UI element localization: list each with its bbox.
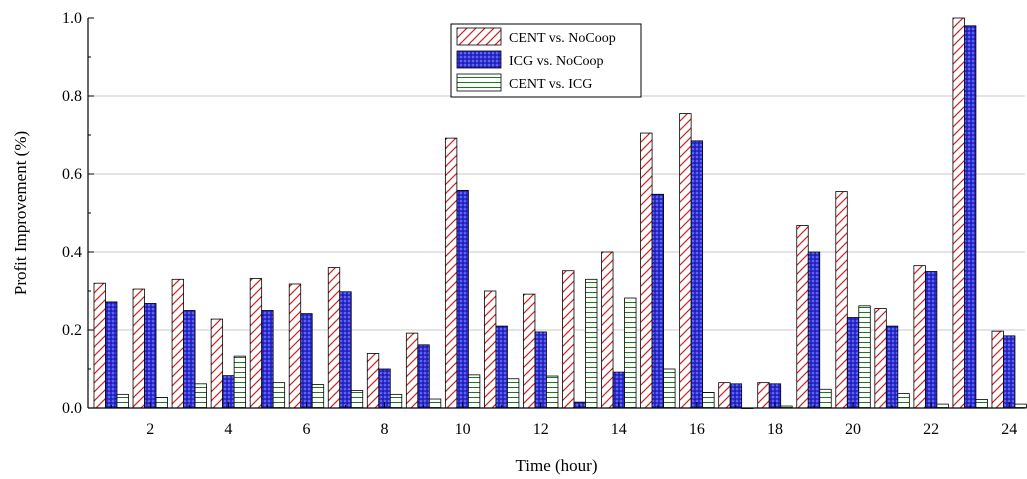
bar [456,189,469,409]
bar [729,383,743,409]
bar [261,310,274,409]
bar [300,313,313,409]
bars [93,17,1027,409]
bar [249,278,263,409]
bar [640,132,653,409]
bar [417,344,430,409]
bar [663,368,676,409]
bar [105,301,118,409]
bar [327,267,341,409]
bar [846,317,860,409]
y-tick-label: 0.2 [62,322,82,339]
bar [183,310,196,409]
bar [562,270,575,409]
gridlines [88,95,1025,331]
bar [444,137,458,409]
axes [87,17,1025,409]
bar [93,282,106,409]
bar [428,398,442,409]
bar [601,251,614,409]
y-tick-label: 0.6 [62,166,82,183]
bar [546,375,559,409]
bar [194,383,207,409]
bar [288,283,302,409]
bar [484,290,497,409]
bar [1003,335,1016,409]
bar [585,278,598,409]
x-tick-label: 18 [767,421,783,438]
y-tick-label: 0.0 [62,400,82,417]
legend-label: ICG vs. NoCoop [509,54,604,69]
bar [924,271,938,409]
bar [952,17,965,409]
y-axis-title: Profit Improvement (%) [11,131,30,295]
bar [975,399,988,409]
bar [467,374,481,409]
bar [718,382,731,409]
legend: CENT vs. NoCoop ICG vs. NoCoop CENT vs. IC… [450,23,642,98]
bar [964,25,977,409]
bar [171,278,184,409]
bar [807,251,821,409]
bar [651,193,664,409]
x-tick-label: 14 [611,421,627,438]
x-tick-label: 2 [146,421,154,438]
bar [272,382,286,409]
bar [132,288,145,409]
x-tick-label: 10 [455,421,471,438]
bar [350,390,364,409]
bar [874,308,887,409]
bar [897,393,910,409]
bar [690,140,704,409]
x-axis-title: Time (hour) [515,456,597,475]
bar [116,393,129,409]
bar [796,225,809,409]
bar [913,265,926,409]
bar [819,388,832,409]
legend-swatch [456,27,502,46]
bar [405,332,419,409]
tick-labels: 0.00.20.40.60.81.02 4 6 8 10 12 14 16 18 20 22 24 [62,10,1017,438]
bar [885,325,899,409]
legend-swatch [456,50,502,69]
bar [389,393,403,409]
bar [155,397,168,409]
x-tick-label: 16 [689,421,705,438]
x-tick-label: 20 [845,421,861,438]
y-tick-label: 0.8 [62,88,82,105]
x-tick-label: 12 [533,421,549,438]
legend-label: CENT vs. NoCoop [509,31,616,46]
y-tick-label: 1.0 [62,10,82,27]
bar [534,331,547,409]
bar [835,191,848,409]
x-tick-label: 22 [923,421,939,438]
x-tick-label: 4 [224,421,232,438]
bar [702,391,715,409]
bar [144,303,157,409]
bar [624,297,637,409]
bar [311,384,325,409]
bar [233,355,247,409]
bar [991,330,1004,409]
bar [757,382,770,409]
x-tick-label: 8 [381,421,389,438]
bar [679,113,692,409]
bar [507,378,520,409]
x-tick-label: 6 [302,421,310,438]
bar [339,291,352,409]
legend-swatch [456,73,502,92]
bar [523,293,536,409]
bar [210,318,224,409]
x-tick-label: 24 [1001,421,1017,438]
bar [366,352,380,409]
y-tick-label: 0.4 [62,244,82,261]
bar [495,325,508,409]
legend-label: CENT vs. ICG [509,77,592,92]
bar [858,305,871,409]
